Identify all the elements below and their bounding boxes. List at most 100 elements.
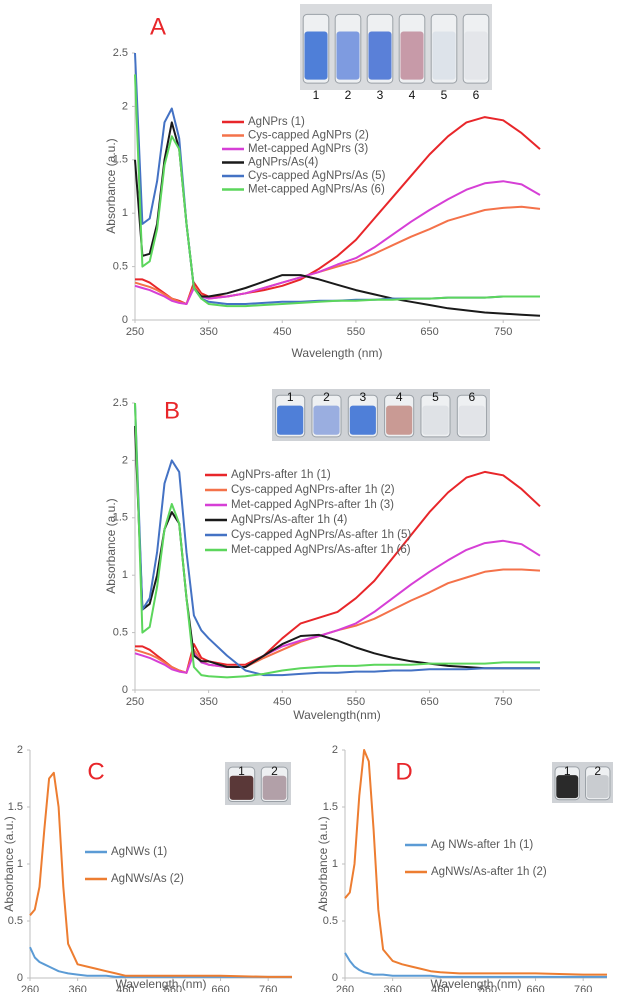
y-tick-label: 0 [332,972,338,984]
legend-label: AgNPrs/As-after 1h (4) [231,514,347,526]
x-tick-label: 460 [431,984,449,992]
x-tick-label: 350 [199,696,217,708]
vial-liquid [277,405,304,435]
y-tick-label: 1 [332,858,338,870]
panel-label: A [150,13,166,40]
legend-label: AgNPrs/As(4) [248,157,318,169]
inset-photo [225,762,291,805]
x-tick-label: 360 [68,984,86,992]
x-tick-label: 650 [420,696,438,708]
y-tick-label: 0.5 [8,915,23,927]
y-tick-label: 2.5 [113,47,128,59]
vial-liquid [304,31,328,80]
vial-liquid [229,775,254,800]
series-line [134,539,541,674]
x-tick-label: 450 [273,326,291,338]
inset-label: 2 [323,390,330,404]
y-tick-label: 1 [17,858,23,870]
inset-bg [272,389,490,441]
series-line [134,74,540,308]
x-tick-label: 750 [494,326,512,338]
inset-label: 2 [594,764,601,778]
y-tick-label: 1.5 [323,801,338,813]
vial-liquid [400,31,424,80]
inset-label: 2 [345,88,352,102]
inset-label: 6 [468,390,475,404]
y-tick-label: 2 [122,100,128,112]
legend-label: Cys-capped AgNPrs (2) [248,130,369,142]
x-tick-label: 350 [199,326,217,338]
series-line [134,121,541,317]
inset-label: 5 [432,390,439,404]
panel-label: C [87,758,104,785]
y-tick-label: 1.5 [113,154,128,166]
series-line [29,946,292,978]
inset-photo [552,762,613,803]
y-tick-label: 1 [122,207,128,219]
vial-liquid [586,775,609,799]
x-tick-label: 760 [574,984,592,992]
x-tick-label: 260 [21,984,39,992]
inset-label: 1 [238,764,245,778]
x-tick-label: 660 [526,984,544,992]
vial-liquid [262,775,287,800]
x-axis-title: Wavelength (nm) [431,977,522,991]
y-tick-label: 1.5 [113,512,128,524]
vial-liquid [368,31,392,80]
legend-label: AgNWs (1) [111,846,167,858]
x-axis-title: Wavelength(nm) [293,708,381,722]
series-line [344,952,607,978]
panel-label: B [164,397,180,424]
vial-liquid [336,31,360,80]
x-axis-title: Wavelength (nm) [116,977,207,991]
legend-label: AgNPrs-after 1h (1) [231,469,331,481]
x-tick-label: 550 [347,696,365,708]
panel-label: D [395,758,412,785]
vial-liquid [458,405,485,435]
y-axis-title: Absorbance (a.u.) [104,498,118,593]
x-tick-label: 360 [383,984,401,992]
x-axis-title: Wavelength (nm) [292,346,383,360]
x-tick-label: 560 [479,984,497,992]
y-tick-label: 2 [122,454,128,466]
x-tick-label: 260 [336,984,354,992]
y-tick-label: 1 [122,569,128,581]
legend-label: Ag NWs-after 1h (1) [431,839,533,851]
series-line [134,402,540,677]
x-tick-label: 460 [116,984,134,992]
legend-label: AgNPrs (1) [248,116,305,128]
y-tick-label: 2 [332,744,338,756]
series-line [134,568,541,674]
inset-label: 2 [271,764,278,778]
inset-label: 4 [409,88,416,102]
y-tick-label: 0.5 [323,915,338,927]
legend-label: Met-capped AgNPrs/As (6) [248,184,385,196]
y-tick-label: 0 [122,684,128,696]
series-line [344,749,607,976]
y-tick-label: 2.5 [113,397,128,409]
vial-liquid [464,31,488,80]
inset-label: 1 [287,390,294,404]
x-tick-label: 250 [126,326,144,338]
legend-label: Cys-capped AgNPrs/As-after 1h (5) [231,529,411,541]
inset-label: 3 [359,390,366,404]
y-tick-label: 0.5 [113,261,128,273]
y-tick-label: 1.5 [8,801,23,813]
legend-label: AgNWs/As-after 1h (2) [431,866,547,878]
x-tick-label: 660 [211,984,229,992]
inset-label: 4 [396,390,403,404]
inset-label: 1 [564,764,571,778]
x-tick-label: 550 [347,326,365,338]
vial-liquid [386,405,413,435]
y-tick-label: 0 [17,972,23,984]
y-axis-title: Absorbance (a.u.) [2,816,16,911]
inset-photo [272,389,490,441]
vial-liquid [432,31,456,80]
x-tick-label: 450 [273,696,291,708]
y-axis-title: Absorbance (a.u.) [104,138,118,233]
legend-label: AgNWs/As (2) [111,873,184,885]
legend-label: Cys-capped AgNPrs/As (5) [248,170,386,182]
vial-liquid [349,405,376,435]
inset-label: 5 [441,88,448,102]
